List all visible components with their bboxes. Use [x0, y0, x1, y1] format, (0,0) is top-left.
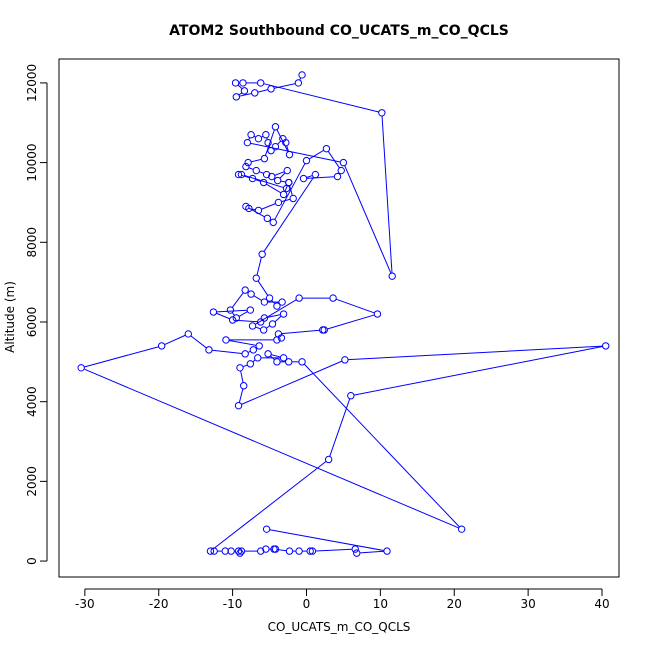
- x-axis-label: CO_UCATS_m_CO_QCLS: [268, 620, 411, 634]
- y-tick-label: 8000: [25, 227, 39, 258]
- y-axis-label: Altitude (m): [3, 281, 17, 353]
- x-tick-label: 0: [303, 597, 311, 611]
- x-tick-label: 10: [373, 597, 388, 611]
- y-tick-label: 12000: [25, 64, 39, 102]
- x-tick-label: -20: [149, 597, 169, 611]
- chart-title: ATOM2 Southbound CO_UCATS_m_CO_QCLS: [169, 23, 509, 39]
- y-tick-label: 2000: [25, 466, 39, 497]
- x-tick-label: 40: [594, 597, 609, 611]
- y-tick-label: 10000: [25, 144, 39, 182]
- y-tick-label: 0: [25, 557, 39, 565]
- x-tick-label: 20: [447, 597, 462, 611]
- x-tick-label: 30: [520, 597, 535, 611]
- x-tick-label: -10: [223, 597, 243, 611]
- x-tick-label: -30: [75, 597, 95, 611]
- y-tick-label: 4000: [25, 386, 39, 417]
- y-tick-label: 6000: [25, 307, 39, 338]
